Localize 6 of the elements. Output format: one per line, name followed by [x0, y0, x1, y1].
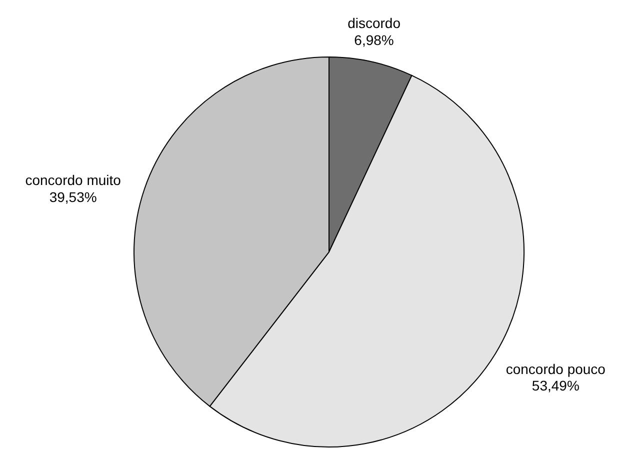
- data-label: 39,53%: [49, 188, 97, 205]
- slice-label: concordo pouco: [506, 360, 606, 377]
- data-label: 53,49%: [532, 378, 580, 394]
- slice-label: concordo muito: [25, 172, 122, 188]
- slice-label: discordo: [348, 14, 401, 31]
- data-label: 6,98%: [354, 32, 394, 48]
